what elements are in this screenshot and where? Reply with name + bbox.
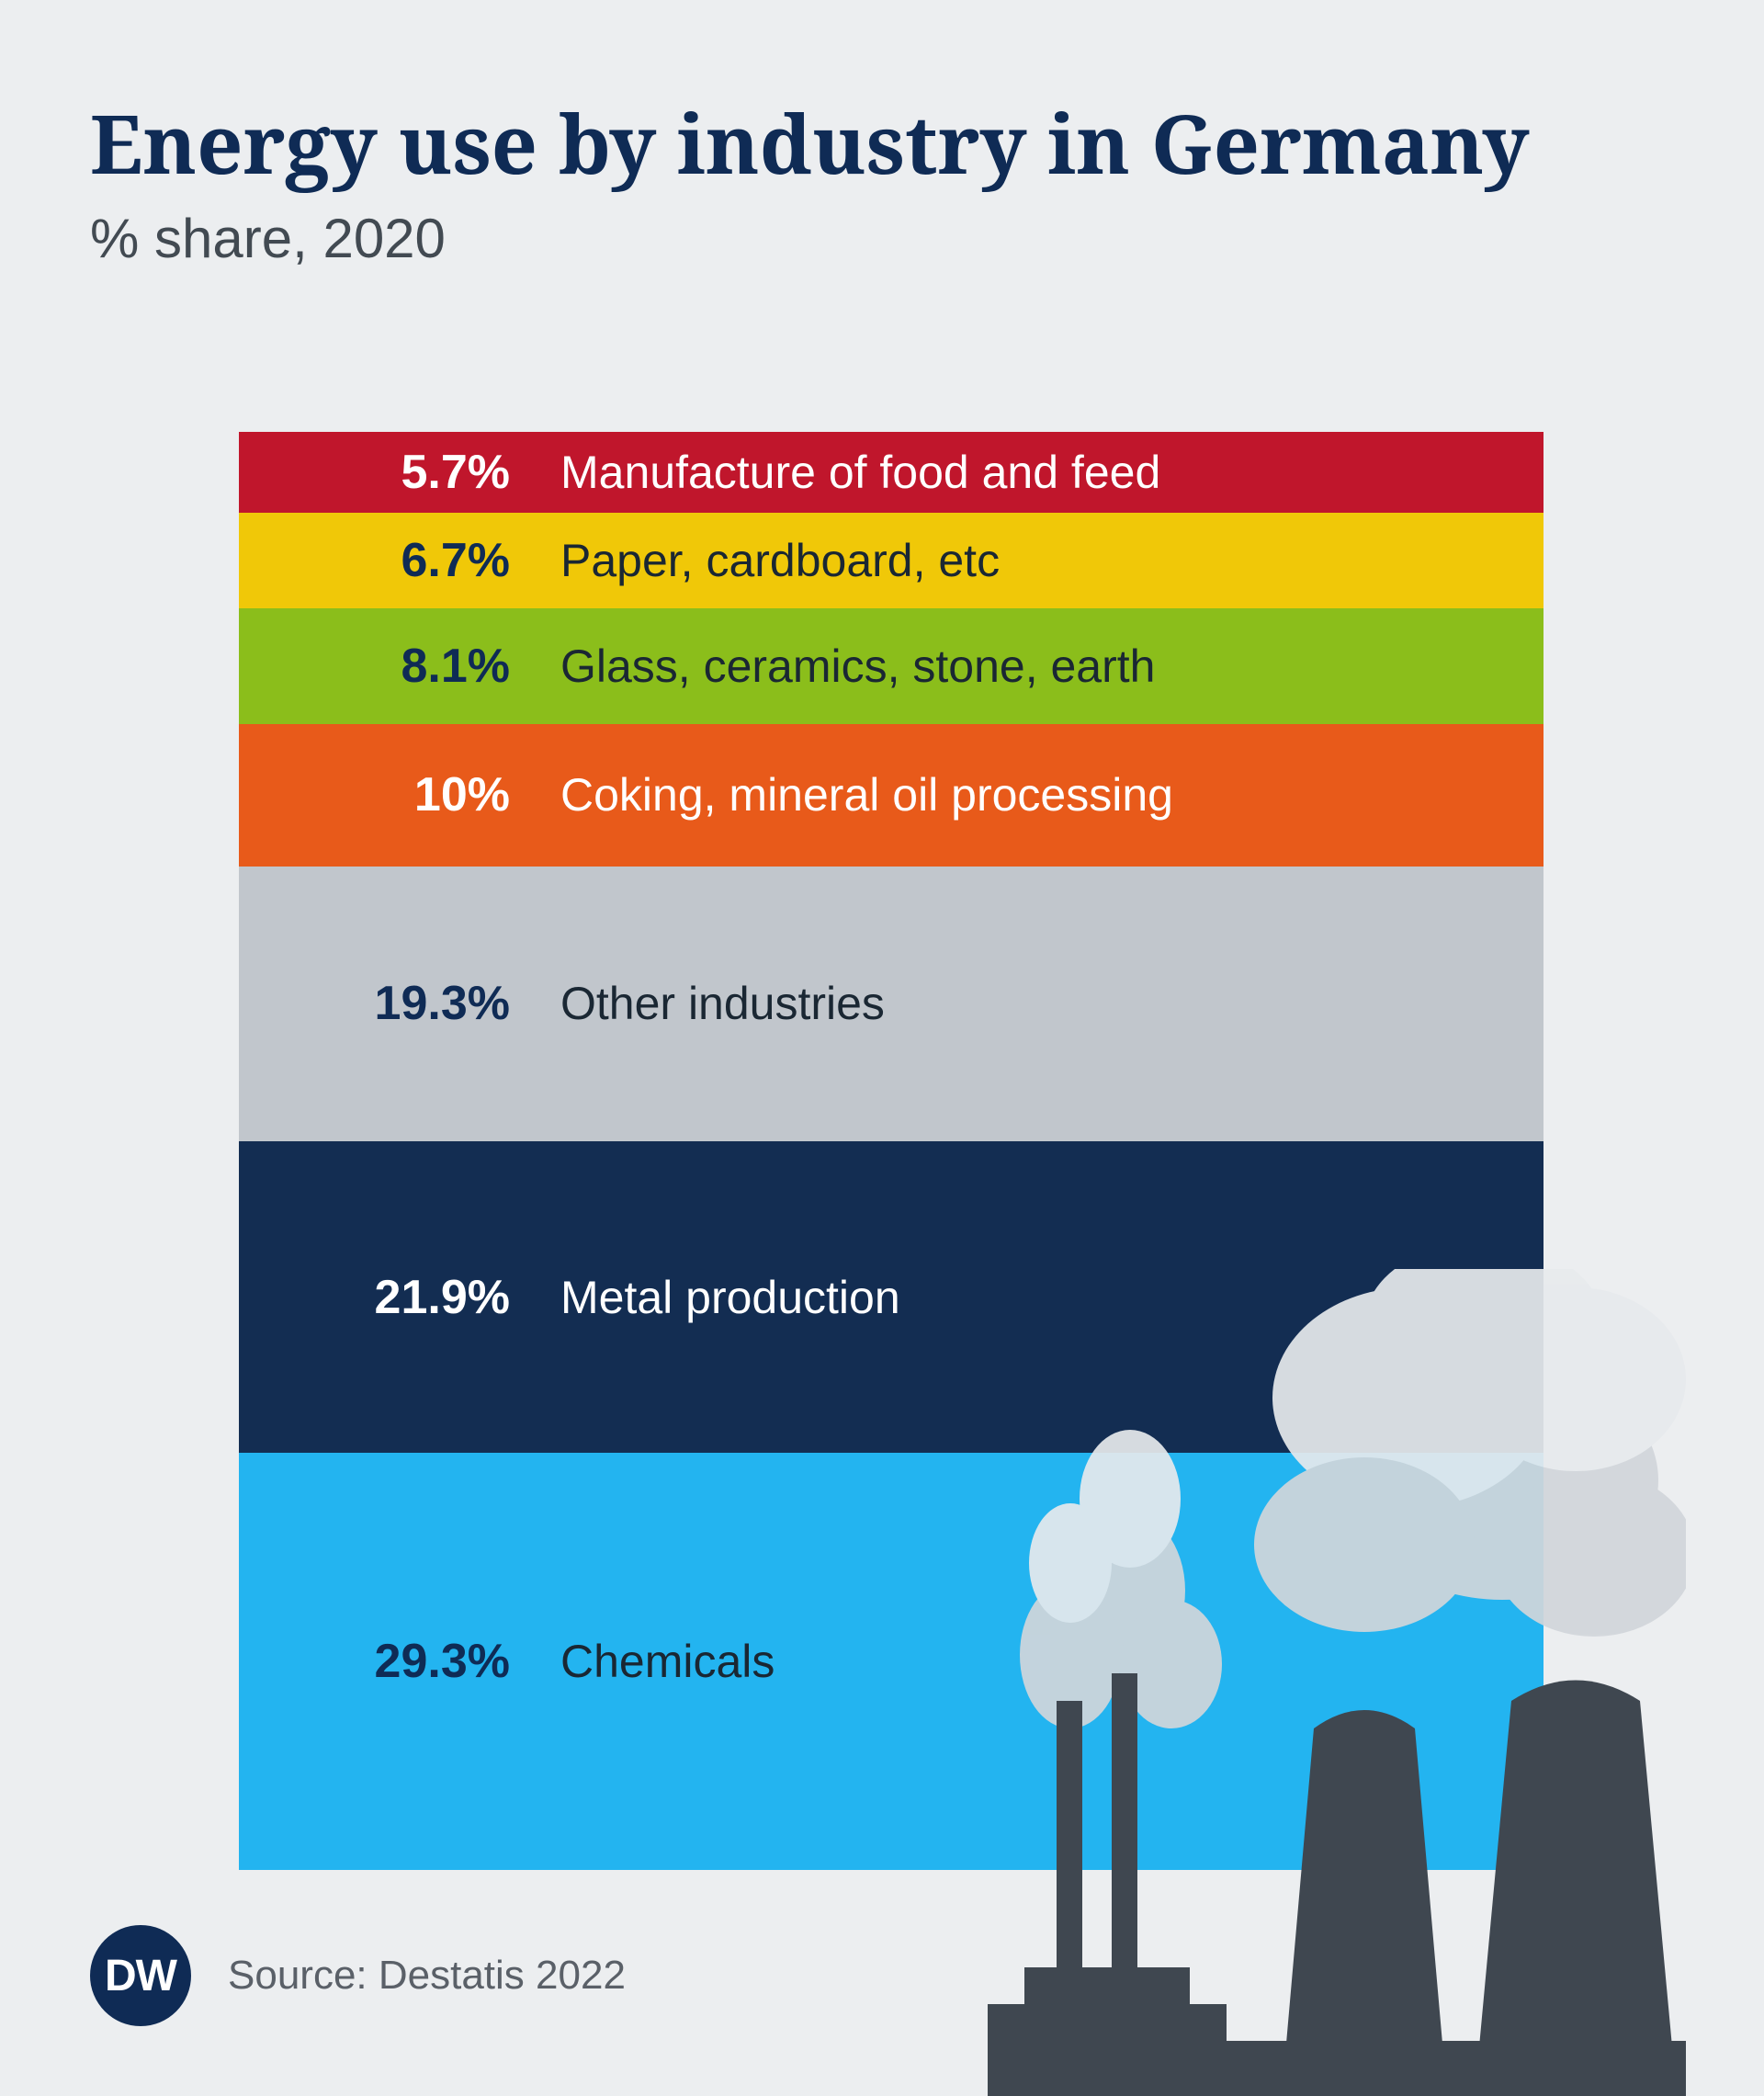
segment-label: Manufacture of food and feed <box>560 446 1160 499</box>
segment-percent: 10% <box>239 767 560 822</box>
bar-segment: 10%Coking, mineral oil processing <box>239 724 1544 867</box>
bar-segment: 8.1%Glass, ceramics, stone, earth <box>239 608 1544 724</box>
segment-percent: 6.7% <box>239 533 560 588</box>
source-text: Source: Destatis 2022 <box>228 1953 626 1999</box>
chart-footer: DW Source: Destatis 2022 <box>90 1925 626 2026</box>
segment-label: Glass, ceramics, stone, earth <box>560 640 1155 693</box>
bar-segment: 19.3%Other industries <box>239 867 1544 1141</box>
segment-percent: 29.3% <box>239 1634 560 1689</box>
stacked-bar-chart: 5.7%Manufacture of food and feed6.7%Pape… <box>239 432 1544 1870</box>
segment-percent: 8.1% <box>239 639 560 694</box>
bar-segment: 6.7%Paper, cardboard, etc <box>239 513 1544 608</box>
dw-logo-text: DW <box>105 1951 176 2001</box>
segment-label: Other industries <box>560 977 885 1030</box>
segment-percent: 19.3% <box>239 976 560 1031</box>
segment-percent: 5.7% <box>239 445 560 500</box>
bar-segment: 5.7%Manufacture of food and feed <box>239 432 1544 513</box>
segment-label: Coking, mineral oil processing <box>560 768 1173 821</box>
infographic-canvas: Energy use by industry in Germany % shar… <box>0 0 1764 2096</box>
segment-label: Metal production <box>560 1271 900 1324</box>
chart-subtitle: % share, 2020 <box>90 207 446 270</box>
bar-segment: 29.3%Chemicals <box>239 1453 1544 1870</box>
segment-label: Chemicals <box>560 1635 775 1688</box>
segment-label: Paper, cardboard, etc <box>560 534 1000 587</box>
chart-title: Energy use by industry in Germany <box>90 87 1530 198</box>
segment-percent: 21.9% <box>239 1270 560 1325</box>
bar-segment: 21.9%Metal production <box>239 1141 1544 1453</box>
dw-logo-icon: DW <box>90 1925 191 2026</box>
